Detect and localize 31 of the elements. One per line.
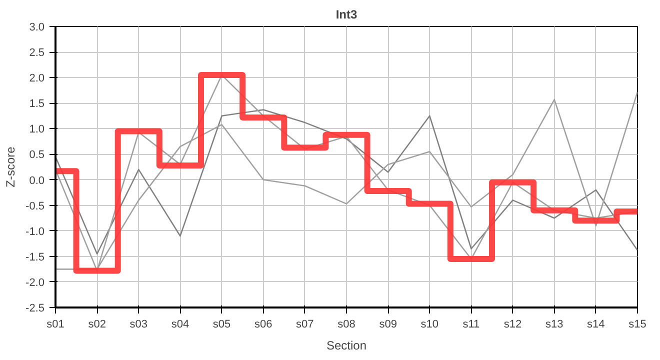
x-tick-label: s03 [130,318,148,330]
x-tick-label: s04 [171,318,190,330]
x-tick-label: s14 [587,318,605,330]
x-tick-label: s09 [379,318,397,330]
x-tick-label: s08 [338,318,356,330]
y-tick-label: 3.0 [29,22,45,34]
chart-title: Int3 [336,8,358,22]
x-tick-label: s13 [545,318,564,330]
line-series [56,109,638,255]
y-tick-label: 1.5 [29,98,45,110]
y-tick-label: 1.0 [29,124,45,136]
y-tick-label: 0.5 [29,149,45,162]
y-tick-label: -2.0 [26,276,45,289]
y-tick-label: 2.0 [29,72,45,85]
y-tick-label: -2.5 [26,302,45,314]
x-tick-label: s07 [296,318,314,330]
y-tick-label: 0.0 [29,174,45,187]
y-tick-label: -1.0 [26,226,45,238]
x-tick-label: s10 [420,318,439,330]
x-tick-label: s15 [628,318,646,330]
x-tick-label: s05 [212,318,231,330]
x-axis-title: Section [326,338,367,352]
x-tick-label: s11 [462,318,480,330]
y-tick-label: -1.5 [26,251,45,264]
x-tick-label: s12 [504,318,522,330]
y-tick-label: 2.5 [29,47,45,60]
x-tick-label: s06 [254,318,272,330]
x-tick-label: s02 [88,318,106,330]
x-tick-label: s01 [46,318,64,330]
y-tick-label: -0.5 [26,200,45,212]
y-axis-title: Z-score [4,146,18,188]
